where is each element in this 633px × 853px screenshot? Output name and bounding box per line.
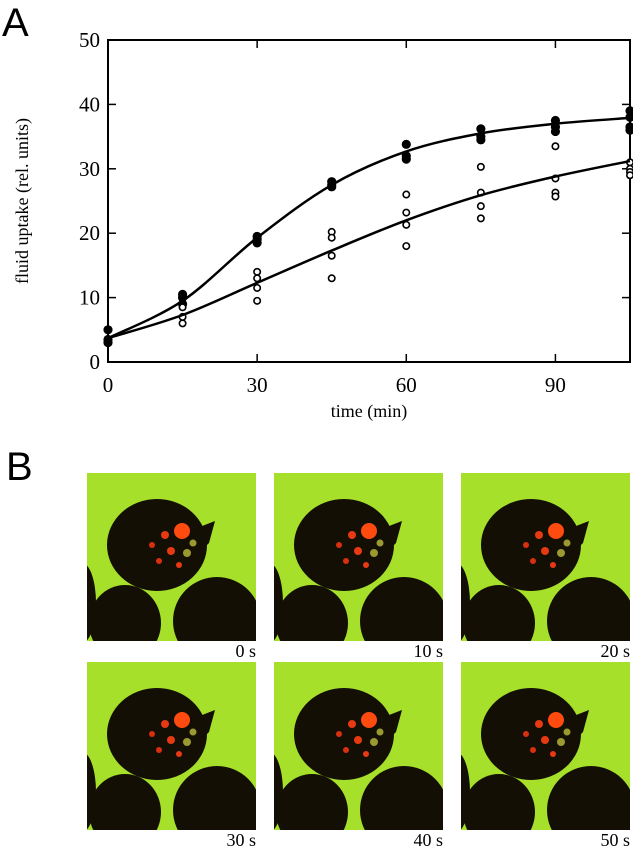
panel-label: A <box>2 1 29 45</box>
micrograph <box>255 473 448 665</box>
panel-label: B <box>6 445 33 489</box>
x-axis-label: time (min) <box>331 401 407 422</box>
open-point <box>327 233 336 242</box>
y-tick-label: 10 <box>79 286 100 310</box>
plot-frame <box>107 39 631 363</box>
open-point <box>253 283 262 292</box>
frame-time-label: 50 s <box>600 830 630 850</box>
open-point <box>476 214 485 223</box>
x-tick-label: 0 <box>103 373 114 397</box>
open-point <box>327 251 336 260</box>
open-point <box>402 190 411 199</box>
open-point <box>178 303 187 312</box>
open-point <box>551 142 560 151</box>
open-point <box>402 208 411 217</box>
open-point <box>327 274 336 283</box>
y-tick-label: 20 <box>79 221 100 245</box>
frame-time-label: 40 s <box>413 830 443 850</box>
x-tick-label: 30 <box>247 373 268 397</box>
filled-point <box>103 325 113 335</box>
frame-time-label: 20 s <box>600 641 630 661</box>
micrograph <box>442 662 633 853</box>
open-point <box>253 267 262 276</box>
open-point <box>402 242 411 251</box>
micrograph <box>68 662 261 853</box>
filled-point <box>401 139 411 149</box>
open-point <box>551 192 560 201</box>
open-point <box>476 202 485 211</box>
open-point <box>626 171 633 180</box>
micrograph <box>68 473 261 665</box>
micrograph <box>255 662 448 853</box>
filled-point <box>476 124 486 134</box>
filled-point <box>476 135 486 145</box>
open-point <box>253 296 262 305</box>
fit-curve <box>107 116 631 340</box>
filled-point <box>401 154 411 164</box>
y-tick-label: 50 <box>79 28 100 52</box>
y-axis-label: fluid uptake (rel. units) <box>12 118 33 284</box>
fit-curve <box>107 159 631 340</box>
open-point <box>178 319 187 328</box>
open-point <box>476 162 485 171</box>
open-point <box>402 220 411 229</box>
frame-time-label: 30 s <box>226 830 256 850</box>
frame-time-label: 10 s <box>413 641 443 661</box>
x-tick-label: 90 <box>545 373 566 397</box>
filled-point <box>625 125 633 135</box>
frame-time-label: 0 s <box>235 641 256 661</box>
micrograph <box>442 473 633 665</box>
filled-point <box>103 338 113 348</box>
x-tick-label: 60 <box>396 373 417 397</box>
y-tick-label: 30 <box>79 157 100 181</box>
y-tick-label: 0 <box>90 350 101 374</box>
filled-point <box>550 126 561 137</box>
y-tick-label: 40 <box>79 92 100 116</box>
